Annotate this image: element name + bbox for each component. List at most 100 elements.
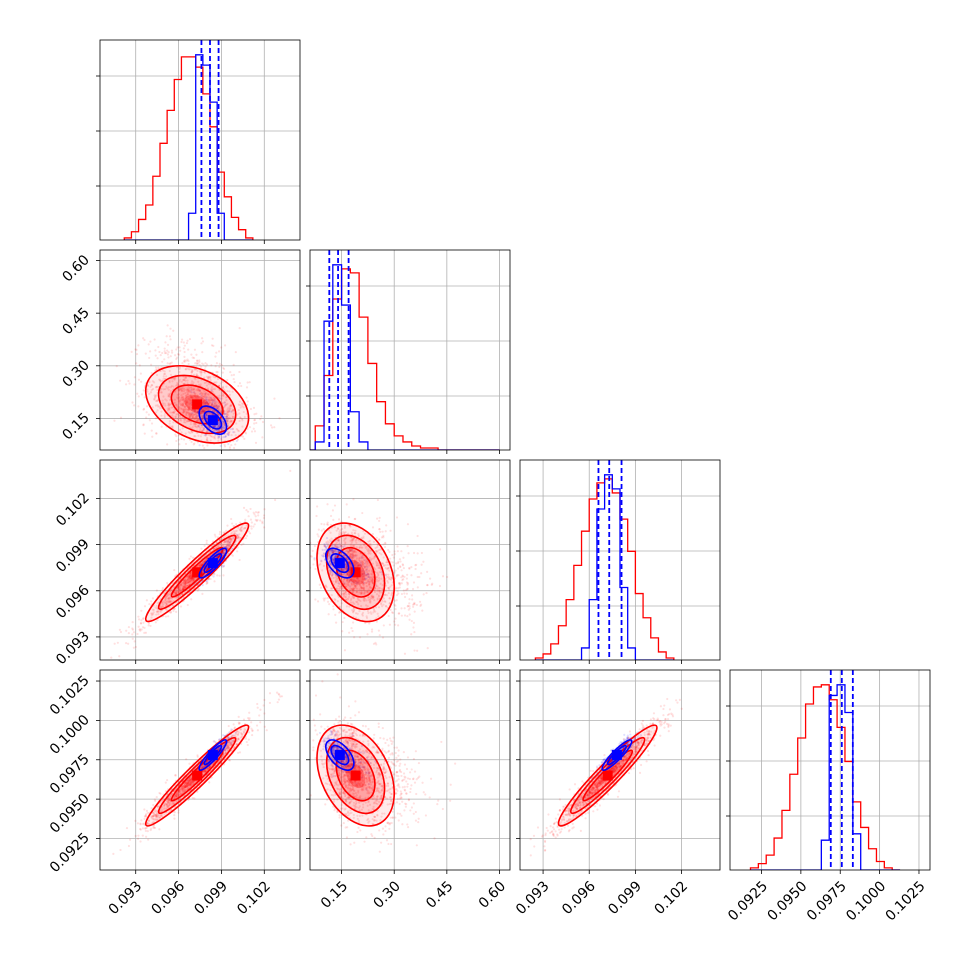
point-red [250, 525, 253, 528]
point-red [378, 516, 381, 519]
point-red [226, 402, 229, 405]
point-red [197, 362, 200, 365]
point-blue [221, 565, 224, 568]
point-red [226, 412, 229, 415]
point-red [169, 355, 172, 358]
point-red [197, 383, 201, 386]
point-red [142, 616, 145, 620]
point-blue [205, 414, 208, 417]
point-red [209, 379, 212, 382]
point-red [147, 622, 151, 625]
point-red [410, 633, 413, 636]
point-red [204, 362, 207, 365]
point-red [227, 417, 230, 420]
point-red [234, 458, 236, 460]
point-red [155, 399, 158, 403]
point-blue [206, 401, 209, 404]
point-blue [205, 406, 209, 410]
point-blue [217, 421, 220, 424]
point-red [232, 377, 235, 381]
point-red [201, 409, 204, 413]
point-red [165, 597, 168, 601]
point-blue [205, 413, 208, 416]
point-red [192, 387, 195, 390]
point-red [222, 388, 226, 391]
point-blue [222, 420, 225, 423]
point-red [154, 354, 157, 357]
point-red [149, 391, 153, 394]
point-red [184, 421, 187, 424]
point-red [201, 410, 204, 413]
point-red [192, 413, 195, 416]
point-blue [204, 402, 208, 405]
point-red [187, 578, 190, 581]
point-red [180, 389, 183, 392]
point-red [203, 402, 206, 405]
point-blue [205, 418, 209, 421]
point-red [205, 375, 208, 378]
point-red [233, 431, 236, 434]
point-red [164, 341, 167, 344]
point-red [186, 576, 189, 579]
point-red [211, 390, 215, 394]
point-red [253, 430, 257, 433]
point-red [214, 355, 217, 358]
point-red [195, 416, 198, 419]
point-red [135, 362, 138, 365]
point-red [182, 341, 185, 344]
point-red [189, 555, 193, 558]
point-red [163, 370, 166, 373]
point-red [140, 380, 143, 383]
point-red [389, 608, 392, 611]
point-red [193, 410, 196, 413]
point-red [391, 553, 394, 557]
point-red [222, 394, 225, 397]
point-red [195, 419, 198, 422]
point-red [186, 401, 189, 404]
point-red [387, 548, 390, 552]
point-red [223, 367, 226, 371]
point-red [214, 365, 217, 368]
point-red [163, 414, 166, 417]
point-red [175, 404, 179, 407]
point-red [179, 594, 182, 597]
point-red [213, 580, 216, 583]
point-blue [197, 425, 201, 428]
point-red [261, 420, 265, 424]
point-red [192, 381, 195, 384]
point-red [211, 337, 214, 340]
point-red [217, 413, 220, 416]
point-red [222, 531, 225, 534]
point-red [243, 415, 246, 419]
point-red [127, 379, 130, 383]
point-red [113, 419, 116, 422]
point-red [244, 518, 247, 521]
point-red [382, 624, 385, 627]
point-red [229, 404, 232, 407]
hist-panel-p2 [310, 250, 510, 450]
point-red [159, 391, 163, 394]
point-red [142, 617, 145, 621]
point-red [228, 393, 232, 396]
point-red [136, 392, 139, 395]
point-red [243, 437, 246, 440]
point-red [245, 412, 248, 415]
point-red [159, 407, 162, 410]
point-red [216, 371, 219, 374]
point-red [249, 518, 253, 521]
point-red [179, 586, 182, 589]
point-red [167, 402, 171, 406]
point-red [142, 337, 145, 340]
point-red [178, 370, 181, 374]
point-red [341, 630, 344, 633]
point-red [262, 516, 266, 520]
peak-red [192, 399, 203, 410]
point-red [176, 586, 180, 589]
point-red [142, 423, 145, 426]
point-red [199, 412, 202, 416]
point-red [352, 621, 355, 624]
point-red [206, 402, 209, 406]
point-red [371, 532, 374, 536]
point-red [192, 578, 195, 582]
point-red [150, 363, 153, 366]
